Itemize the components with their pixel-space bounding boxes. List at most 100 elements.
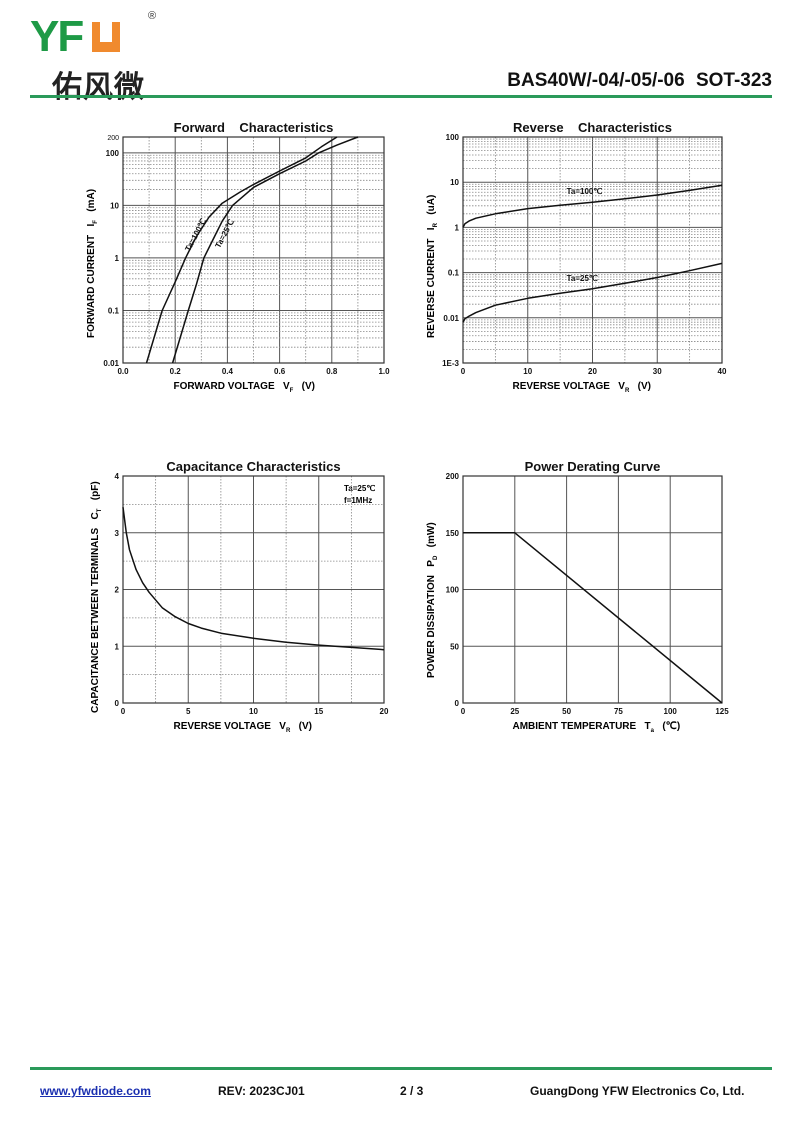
x-tick-label: 30	[653, 367, 662, 376]
x-tick-label: 25	[510, 707, 519, 716]
x-axis-title: REVERSE VOLTAGE VR (V)	[513, 381, 651, 394]
x-tick-label: 0	[461, 707, 466, 716]
y-tick-label: 100	[446, 133, 460, 142]
footer-divider	[30, 1067, 772, 1070]
x-tick-label: 0.8	[326, 367, 338, 376]
x-tick-label: 5	[186, 707, 191, 716]
series-label: Ta=100℃	[567, 187, 603, 196]
chart-title-box: Power Derating Curve	[463, 459, 722, 474]
series-line	[462, 262, 723, 323]
x-tick-label: 50	[562, 707, 571, 716]
x-subscript: R	[285, 728, 291, 734]
y-tick-label: 1E-3	[442, 359, 459, 368]
x-unit: (℃)	[662, 721, 681, 732]
x-unit: (V)	[298, 721, 312, 732]
y-tick-label: 10	[450, 178, 459, 187]
x-axis-title: REVERSE VOLTAGE VR (V)	[174, 721, 312, 734]
x-label: AMBIENT TEMPERATURE	[512, 721, 637, 732]
annotation: f=1MHz	[344, 496, 373, 505]
x-tick-label: 75	[614, 707, 623, 716]
grid	[462, 475, 723, 704]
y-tick-label: 1	[115, 642, 120, 651]
y-tick-label: 10	[110, 201, 119, 210]
y-tick-label: 3	[115, 529, 120, 538]
chart-title-box: Capacitance Characteristics	[123, 459, 384, 474]
y-tick-label: 100	[446, 586, 460, 595]
series-line	[462, 184, 723, 228]
website-link[interactable]: www.yfwdiode.com	[40, 1084, 151, 1098]
x-tick-label: 20	[588, 367, 597, 376]
x-subscript: R	[624, 388, 630, 394]
logo-mark	[92, 22, 120, 52]
chart-title-box: Reverse Characteristics	[463, 120, 722, 135]
x-label: FORWARD VOLTAGE	[173, 381, 275, 392]
y-tick-label: 0.01	[443, 314, 459, 323]
y-tick-label: 50	[450, 642, 459, 651]
y-tick-label: 4	[115, 472, 120, 481]
x-symbol: V	[282, 381, 290, 392]
chart-title-box: Forward Characteristics	[123, 120, 384, 135]
registered-mark: ®	[148, 10, 157, 22]
plot-frame	[462, 475, 723, 704]
x-tick-label: 0.6	[274, 367, 286, 376]
header-divider	[30, 95, 772, 98]
plot-frame	[122, 475, 385, 704]
x-tick-label: 0	[121, 707, 126, 716]
y-tick-label: 2	[115, 586, 120, 595]
x-tick-label: 40	[718, 367, 727, 376]
x-tick-label: 10	[523, 367, 532, 376]
x-unit: (V)	[637, 381, 651, 392]
x-tick-label: 15	[314, 707, 323, 716]
y-tick-label: 200	[446, 472, 460, 481]
x-tick-label: 10	[249, 707, 258, 716]
series-line	[122, 507, 385, 651]
x-axis-title: AMBIENT TEMPERATURE Ta (℃)	[513, 721, 681, 734]
chart-title: Power Derating Curve	[524, 459, 661, 474]
chart-title: Reverse Characteristics	[513, 120, 672, 135]
x-subscript: a	[650, 728, 654, 734]
y-tick-label: 100	[106, 149, 120, 158]
logo-letters: YF	[30, 12, 84, 61]
series-label: Ta=25℃	[567, 274, 598, 283]
x-axis-title: FORWARD VOLTAGE VF (V)	[174, 381, 315, 394]
plot-frame	[122, 136, 385, 364]
x-tick-label: 100	[664, 707, 678, 716]
annotation-box: f=1MHz	[344, 496, 372, 505]
chart-title: Forward Characteristics	[173, 120, 334, 135]
x-symbol: T	[644, 721, 651, 732]
x-subscript: F	[289, 388, 294, 394]
chart-title: Capacitance Characteristics	[166, 459, 341, 474]
x-tick-label: 0	[461, 367, 466, 376]
annotation-box: Ta=25℃	[344, 484, 375, 493]
x-tick-label: 0.2	[170, 367, 182, 376]
annotation: Ta=25℃	[344, 484, 376, 493]
plot-frame	[462, 136, 723, 364]
x-tick-label: 125	[715, 707, 729, 716]
x-tick-label: 20	[380, 707, 389, 716]
y-tick-label: 200	[107, 135, 119, 142]
x-label: REVERSE VOLTAGE	[512, 381, 610, 392]
series-line	[171, 136, 359, 364]
y-tick-label: 0	[115, 699, 120, 708]
x-symbol: V	[618, 381, 625, 392]
y-tick-label: 150	[446, 529, 460, 538]
y-tick-label: 1	[455, 223, 460, 232]
x-tick-label: 0.4	[222, 367, 234, 376]
x-label: REVERSE VOLTAGE	[173, 721, 271, 732]
y-tick-label: 0.1	[448, 269, 460, 278]
x-unit: (V)	[301, 381, 315, 392]
series-line	[145, 136, 338, 364]
x-tick-label: 1.0	[378, 367, 390, 376]
revision: REV: 2023CJ01	[218, 1084, 305, 1098]
logo-chinese: 佑风微	[52, 70, 145, 105]
x-tick-label: 0.0	[117, 367, 129, 376]
y-tick-label: 0	[455, 699, 460, 708]
part-number: BAS40W/-04/-05/-06 SOT-323	[507, 70, 772, 91]
x-symbol: V	[279, 721, 286, 732]
y-tick-label: 0.01	[103, 359, 119, 368]
y-tick-label: 1	[115, 254, 120, 263]
